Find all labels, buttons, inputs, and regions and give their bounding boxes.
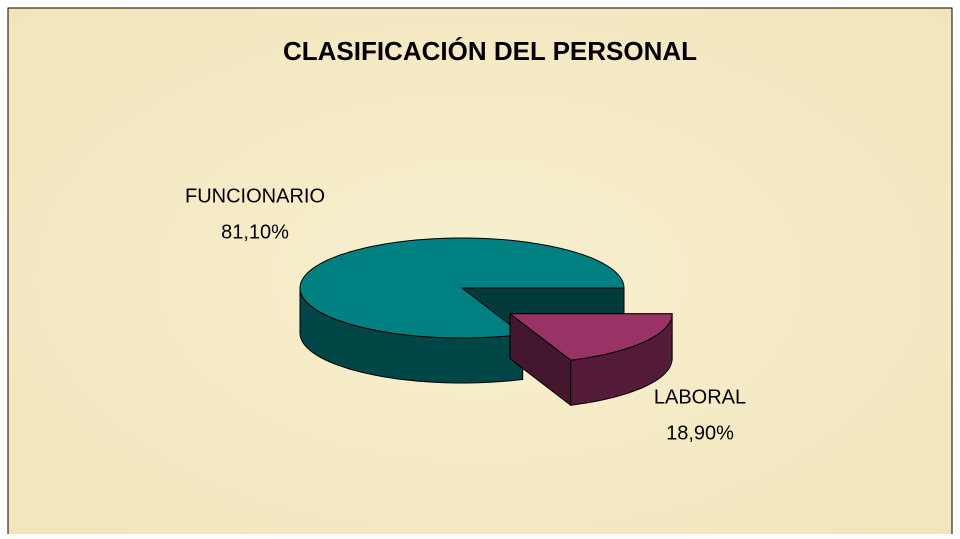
pie-slice (508, 313, 673, 361)
slice-value-label: 81,10% (221, 221, 289, 243)
slice-label: LABORAL (654, 386, 746, 408)
chart-title: CLASIFICACIÓN DEL PERSONAL (283, 36, 697, 66)
slice-value-label: 18,90% (666, 422, 734, 444)
pie-slice (299, 237, 625, 339)
slice-label: FUNCIONARIO (185, 185, 325, 207)
